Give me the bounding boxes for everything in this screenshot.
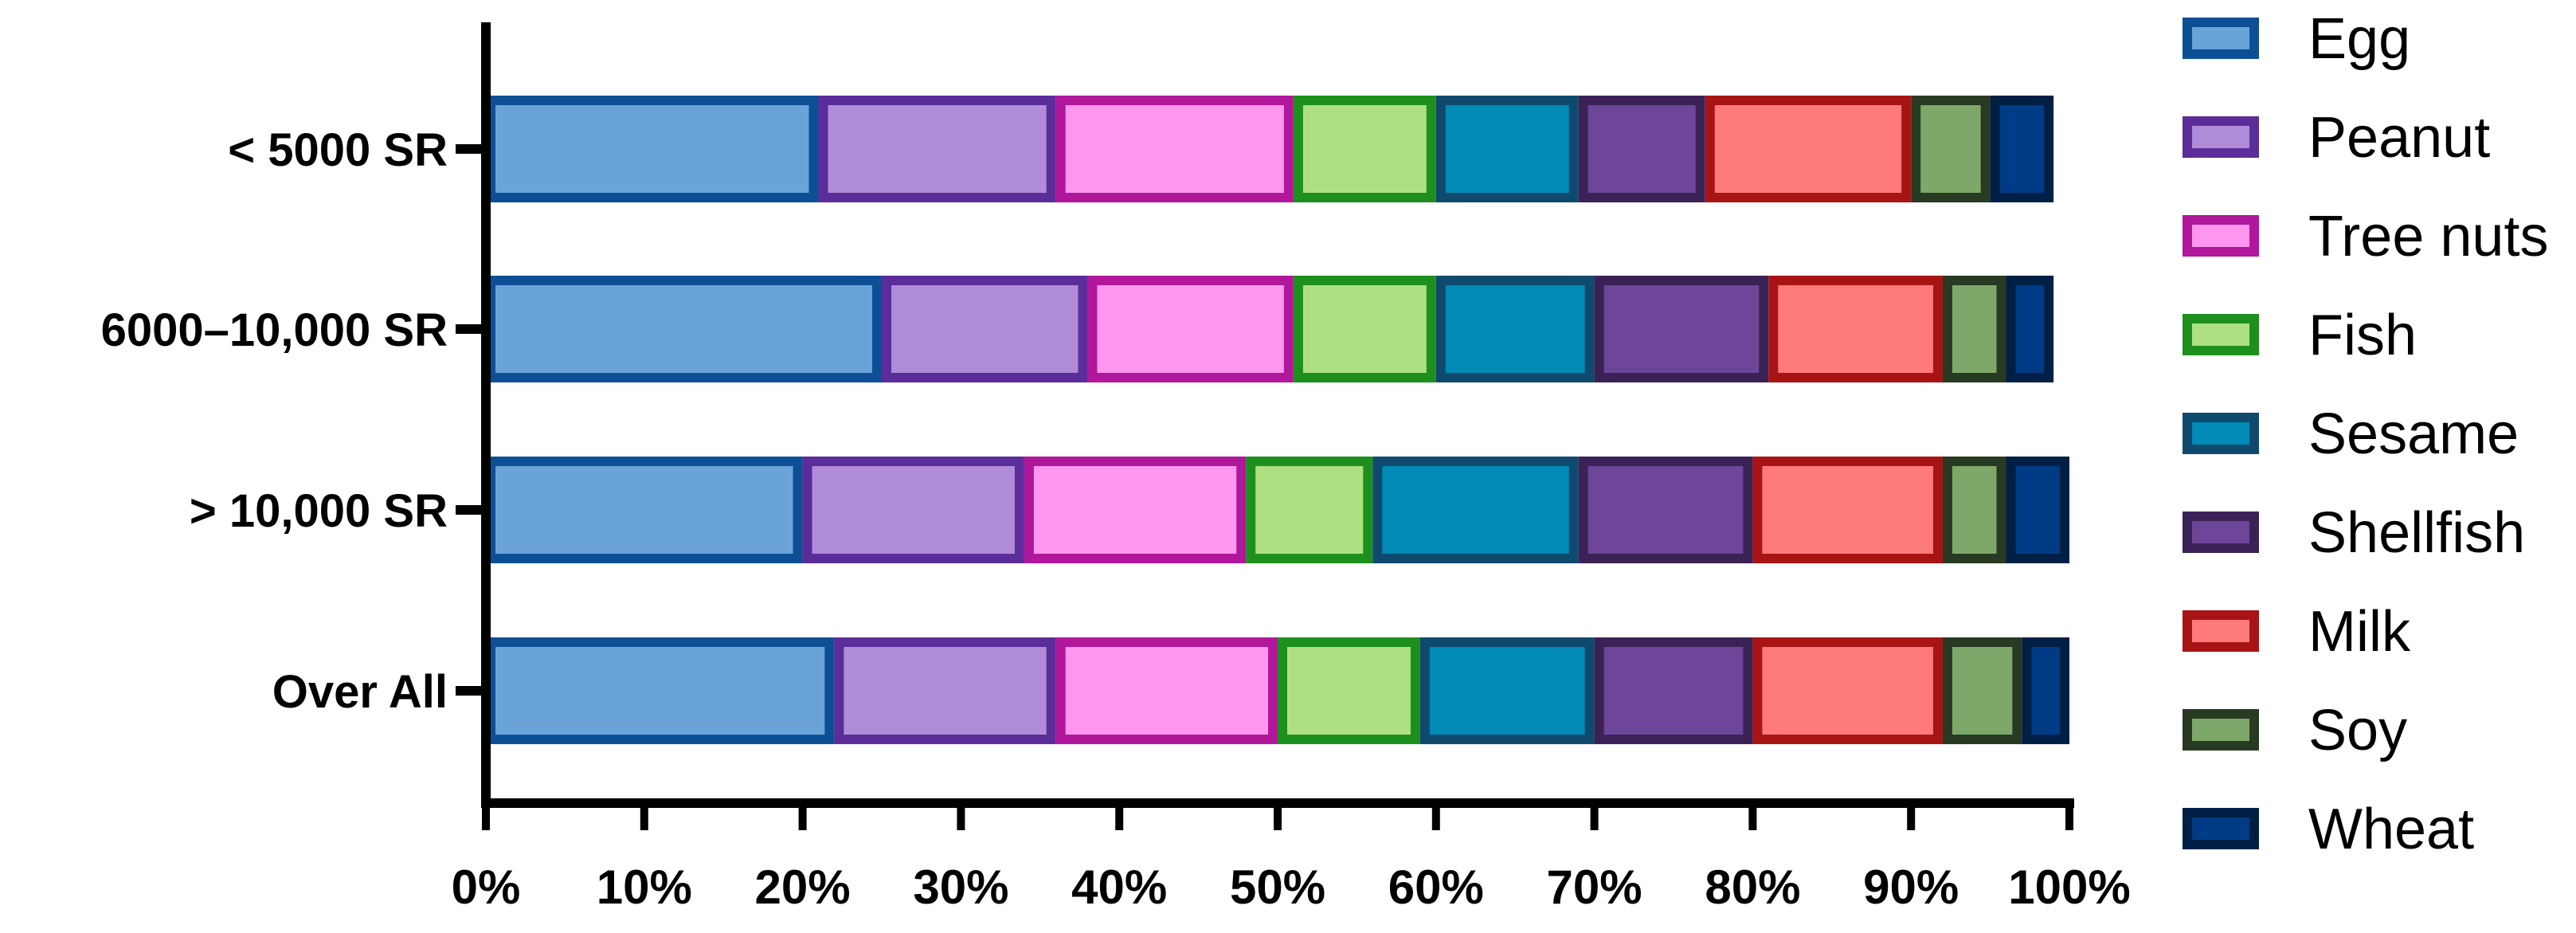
- bar-segment-shellfish: [1594, 637, 1753, 744]
- y-tick-label: < 5000 SR: [228, 124, 448, 176]
- bars-layer: [486, 96, 2070, 744]
- bar-segment-egg: [486, 457, 803, 563]
- axes-layer: < 5000 SR 6000–10,000 SR > 10,000 SR Over A…: [101, 22, 2131, 914]
- x-tick-label: 90%: [1863, 860, 1959, 914]
- bar-segment-soy: [1942, 637, 2022, 744]
- bar-segment-shellfish: [1594, 276, 1769, 382]
- legend-label: Fish: [2308, 304, 2417, 367]
- x-tick-label: 0%: [452, 860, 521, 914]
- legend-label: Wheat: [2308, 798, 2474, 861]
- x-tick-label: 30%: [913, 860, 1008, 914]
- legend-swatch: [2183, 808, 2259, 849]
- bar-segment-wheat: [2006, 276, 2054, 382]
- bar-segment-tree-nuts: [1087, 276, 1294, 382]
- x-tick-label: 40%: [1071, 860, 1167, 914]
- legend-label: Milk: [2308, 600, 2411, 664]
- legend-label: Soy: [2308, 699, 2407, 762]
- bar-segment-milk: [1752, 637, 1943, 744]
- bar-segment-egg: [486, 637, 835, 744]
- legend-swatch: [2183, 116, 2259, 158]
- bar-segment-fish: [1246, 457, 1373, 563]
- bar-segment-sesame: [1419, 637, 1595, 744]
- bar-segment-tree-nuts: [1055, 96, 1294, 202]
- y-tick-label: Over All: [272, 666, 448, 718]
- bar-segment-sesame: [1372, 457, 1579, 563]
- legend-swatch: [2183, 512, 2259, 553]
- bar-segment-wheat: [2006, 457, 2069, 563]
- x-tick-label: 80%: [1705, 860, 1800, 914]
- x-tick-label: 60%: [1388, 860, 1484, 914]
- legend-label: Shellfish: [2308, 501, 2525, 565]
- bar-segment-peanut: [818, 96, 1056, 202]
- bar-segment-fish: [1293, 96, 1436, 202]
- legend-label: Tree nuts: [2308, 205, 2548, 269]
- bar-segment-milk: [1705, 96, 1912, 202]
- legend-swatch: [2183, 709, 2259, 751]
- bar-segment-soy: [1911, 96, 1991, 202]
- x-tick-label: 10%: [597, 860, 692, 914]
- bar-segment-shellfish: [1578, 457, 1753, 563]
- x-tick-label: 100%: [2008, 860, 2130, 914]
- bar-segment-soy: [1942, 276, 2006, 382]
- x-tick-label: 20%: [755, 860, 851, 914]
- y-tick-label: 6000–10,000 SR: [101, 304, 448, 356]
- bar-segment-fish: [1278, 637, 1420, 744]
- bar-segment-sesame: [1435, 96, 1579, 202]
- bar-segment-peanut: [882, 276, 1088, 382]
- legend-swatch: [2183, 413, 2259, 454]
- bar-segment-egg: [486, 276, 882, 382]
- legend-swatch: [2183, 215, 2259, 257]
- legend-swatch: [2183, 314, 2259, 355]
- bar-segment-fish: [1293, 276, 1436, 382]
- legend-label: Sesame: [2308, 402, 2519, 466]
- bar-segment-milk: [1768, 276, 1943, 382]
- bar-segment-tree-nuts: [1055, 637, 1278, 744]
- legend-layer: Egg Peanut Tree nuts Fish Sesame Shellfish Mil…: [2183, 7, 2548, 861]
- y-tick-label: > 10,000 SR: [190, 485, 448, 537]
- legend-label: Peanut: [2308, 106, 2490, 170]
- legend-label: Egg: [2308, 7, 2410, 71]
- bar-segment-soy: [1942, 457, 2006, 563]
- legend-swatch: [2183, 610, 2259, 652]
- bar-segment-wheat: [1990, 96, 2054, 202]
- x-tick-label: 50%: [1230, 860, 1325, 914]
- bar-segment-milk: [1752, 457, 1943, 563]
- bar-segment-shellfish: [1578, 96, 1705, 202]
- legend-swatch: [2183, 18, 2259, 59]
- bar-segment-egg: [486, 96, 819, 202]
- bar-segment-peanut: [802, 457, 1024, 563]
- bar-segment-tree-nuts: [1024, 457, 1247, 563]
- bar-segment-wheat: [2022, 637, 2070, 744]
- bar-segment-peanut: [834, 637, 1056, 744]
- bar-segment-sesame: [1435, 276, 1595, 382]
- x-tick-label: 70%: [1547, 860, 1642, 914]
